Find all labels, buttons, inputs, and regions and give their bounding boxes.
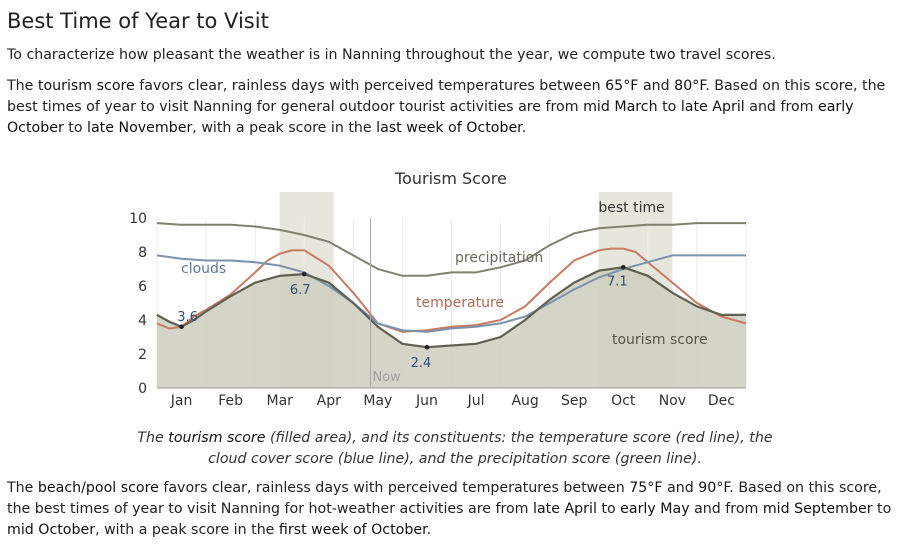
beach-paragraph: The beach/pool score favors clear, rainl… (7, 480, 892, 538)
value-marker (179, 324, 184, 330)
x-tick-label: Oct (611, 393, 636, 409)
x-tick-label: Jul (467, 393, 485, 409)
tourism-score-area (157, 267, 746, 388)
y-tick-label: 4 (138, 313, 147, 329)
series-line-clouds (156, 254, 746, 333)
series-line-temperature (156, 247, 747, 333)
x-tick-label: Mar (266, 393, 293, 409)
x-tick-label: Nov (659, 393, 686, 409)
value-marker (620, 265, 626, 270)
temperature-label: temperature (416, 295, 504, 311)
y-tick-label: 6 (138, 279, 147, 295)
x-tick-label: Aug (511, 393, 538, 409)
y-tick-label: 2 (138, 347, 147, 363)
clouds-label: clouds (181, 261, 226, 277)
now-label: Now (373, 370, 402, 385)
value-label-2.4: 2.4 (411, 356, 432, 371)
page-title: Best Time of Year to Visit (7, 9, 269, 33)
value-label-7.1: 7.1 (607, 274, 628, 289)
intro-paragraph: To characterize how pleasant the weather… (7, 47, 776, 63)
value-marker (424, 344, 430, 350)
precipitation-label: precipitation (455, 250, 543, 266)
series-line-precipitation (156, 222, 746, 277)
x-tick-label: Feb (218, 393, 243, 409)
tourism-score-term: tourism score (37, 78, 135, 94)
value-label-3.6: 3.6 (177, 310, 198, 325)
y-tick-label: 0 (138, 381, 147, 397)
x-tick-label: Jun (415, 393, 438, 409)
value-label-6.7: 6.7 (290, 283, 311, 298)
chart-title: Tourism Score (395, 169, 507, 188)
x-tick-label: Apr (317, 393, 341, 409)
x-tick-label: May (363, 393, 392, 409)
best-time-label: best time (598, 200, 664, 216)
chart-caption: The tourism score (filled area), and its… (137, 430, 773, 468)
beach-score-term: beach/pool score (37, 480, 159, 496)
value-marker (301, 271, 307, 277)
y-tick-label: 8 (138, 245, 147, 261)
x-tick-label: Sep (561, 393, 588, 409)
tourism-paragraph: The tourism score favors clear, rainless… (7, 78, 886, 136)
x-tick-label: Jan (170, 393, 193, 409)
y-tick-label: 10 (129, 211, 147, 227)
x-tick-label: Dec (708, 393, 735, 409)
tourism-score-label: tourism score (612, 332, 708, 348)
